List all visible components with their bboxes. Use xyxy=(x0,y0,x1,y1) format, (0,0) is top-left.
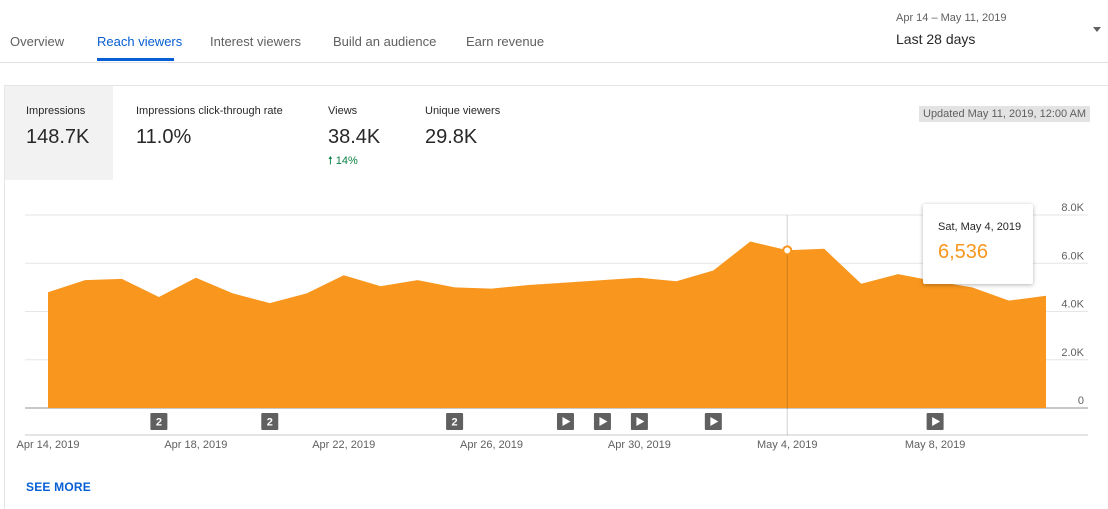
video-marker xyxy=(704,413,722,430)
updated-badge: Updated May 11, 2019, 12:00 AM xyxy=(919,106,1091,122)
video-marker xyxy=(630,413,648,430)
metric-label: Impressions click-through rate xyxy=(136,105,283,117)
metrics-card: Impressions 148.7K Impressions click-thr… xyxy=(4,85,1108,509)
active-tab-indicator xyxy=(97,58,174,61)
video-marker xyxy=(926,413,944,430)
y-tick-label: 0 xyxy=(1078,395,1084,407)
metric-label: Impressions xyxy=(26,105,86,117)
metric-views[interactable]: Views 38.4K 🠕 14% xyxy=(315,86,401,180)
upload-count-marker: 2 xyxy=(446,413,464,430)
play-icon xyxy=(599,417,608,426)
upload-count-marker: 2 xyxy=(150,413,168,430)
marker-count: 2 xyxy=(267,417,273,429)
top-navigation: Overview Reach viewers Interest viewers … xyxy=(0,0,1108,63)
upload-count-marker: 2 xyxy=(261,413,279,430)
metric-unique-viewers[interactable]: Unique viewers 29.8K xyxy=(413,86,523,180)
play-icon xyxy=(932,417,941,426)
tab-build-audience[interactable]: Build an audience xyxy=(333,34,437,49)
tooltip-date: Sat, May 4, 2019 xyxy=(938,221,1022,233)
tab-earn-revenue[interactable]: Earn revenue xyxy=(466,34,545,49)
x-tick-label: Apr 30, 2019 xyxy=(608,439,671,451)
metric-value: 38.4K xyxy=(328,126,381,148)
see-more-button[interactable]: SEE MORE xyxy=(26,480,91,494)
marker-box xyxy=(261,413,279,430)
marker-count: 2 xyxy=(156,417,162,429)
metric-value: 148.7K xyxy=(26,126,90,148)
y-tick-label: 2.0K xyxy=(1061,347,1084,359)
impressions-area xyxy=(48,241,1046,408)
y-tick-label: 4.0K xyxy=(1061,299,1084,311)
metric-label: Views xyxy=(328,105,358,117)
date-range-selector[interactable]: Apr 14 – May 11, 2019 Last 28 days xyxy=(896,12,1006,47)
chart-tooltip: Sat, May 4, 2019 6,536 xyxy=(923,204,1033,284)
play-icon xyxy=(710,417,719,426)
tab-reach-viewers[interactable]: Reach viewers xyxy=(97,34,183,49)
chevron-down-icon[interactable] xyxy=(1093,27,1101,32)
marker-count: 2 xyxy=(452,417,458,429)
y-tick-label: 6.0K xyxy=(1061,250,1084,262)
tooltip-value: 6,536 xyxy=(938,241,989,263)
video-marker xyxy=(593,413,611,430)
arrow-up-icon: 🠕 xyxy=(328,155,333,167)
marker-box xyxy=(446,413,464,430)
date-range-dates: Apr 14 – May 11, 2019 xyxy=(896,12,1007,24)
metric-label: Unique viewers xyxy=(425,105,501,117)
metric-value: 11.0% xyxy=(136,126,192,148)
video-marker xyxy=(556,413,574,430)
metric-impressions[interactable]: Impressions 148.7K xyxy=(5,86,113,180)
x-tick-label: Apr 18, 2019 xyxy=(164,439,227,451)
tab-interest-viewers[interactable]: Interest viewers xyxy=(210,34,302,49)
metric-value: 29.8K xyxy=(425,126,478,148)
y-axis-ticks: 0 2.0K 4.0K 6.0K 8.0K xyxy=(1061,202,1084,407)
x-axis-ticks: Apr 14, 2019 Apr 18, 2019 Apr 22, 2019 Apr … xyxy=(17,439,966,451)
y-tick-label: 8.0K xyxy=(1061,202,1084,214)
hover-point xyxy=(782,245,793,256)
date-range-label: Last 28 days xyxy=(896,31,976,47)
play-icon xyxy=(562,417,571,426)
tab-overview[interactable]: Overview xyxy=(10,34,65,49)
marker-box xyxy=(150,413,168,430)
metric-ctr[interactable]: Impressions click-through rate 11.0% xyxy=(125,86,305,180)
x-tick-label: Apr 26, 2019 xyxy=(460,439,523,451)
delta-value: 14% xyxy=(335,155,358,167)
x-tick-label: May 8, 2019 xyxy=(905,439,966,451)
play-icon xyxy=(636,417,645,426)
x-tick-label: Apr 14, 2019 xyxy=(17,439,80,451)
x-tick-label: May 4, 2019 xyxy=(757,439,818,451)
upload-markers: 2 2 2 xyxy=(150,413,944,430)
metric-delta: 🠕 14% xyxy=(328,152,358,171)
x-tick-label: Apr 22, 2019 xyxy=(312,439,375,451)
